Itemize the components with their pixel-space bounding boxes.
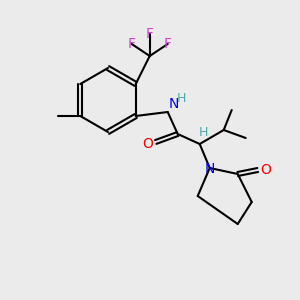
Text: O: O [260,163,271,177]
Text: F: F [146,27,154,41]
Text: N: N [205,162,215,176]
Text: O: O [142,137,153,151]
Text: F: F [164,37,172,51]
Text: N: N [169,97,179,111]
Text: H: H [177,92,186,104]
Text: H: H [199,125,208,139]
Text: F: F [128,37,136,51]
